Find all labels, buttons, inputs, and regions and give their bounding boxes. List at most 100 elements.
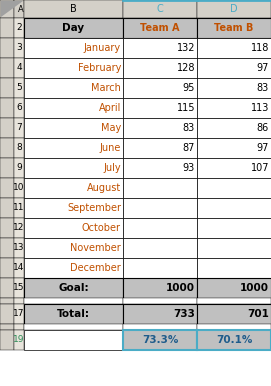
Bar — [0, 304, 14, 324]
Bar — [123, 330, 197, 350]
Bar — [24, 98, 123, 118]
Bar — [24, 258, 123, 278]
Text: 15: 15 — [13, 283, 25, 293]
Bar — [123, 298, 197, 304]
Text: 1000: 1000 — [240, 283, 269, 293]
Bar — [24, 298, 123, 304]
Bar — [14, 218, 24, 238]
Bar — [197, 278, 271, 298]
Text: May: May — [101, 123, 121, 133]
Bar — [0, 258, 14, 278]
Bar — [197, 198, 271, 218]
Bar — [14, 58, 24, 78]
Text: November: November — [70, 243, 121, 253]
Bar — [14, 98, 24, 118]
Bar — [123, 198, 197, 218]
Text: Team B: Team B — [214, 23, 254, 33]
Bar — [24, 0, 123, 18]
Text: 19: 19 — [13, 335, 25, 344]
Bar — [24, 78, 123, 98]
Text: 93: 93 — [183, 163, 195, 173]
Text: 97: 97 — [257, 143, 269, 153]
Bar — [14, 278, 24, 298]
Text: 73.3%: 73.3% — [142, 335, 178, 345]
Bar — [123, 98, 197, 118]
Bar — [197, 38, 271, 58]
Bar — [123, 178, 197, 198]
Bar — [24, 178, 123, 198]
Bar — [123, 258, 197, 278]
Text: 107: 107 — [250, 163, 269, 173]
Bar — [14, 118, 24, 138]
Bar — [14, 304, 24, 324]
Bar — [197, 18, 271, 38]
Text: February: February — [78, 63, 121, 73]
Bar — [0, 198, 14, 218]
Text: March: March — [91, 83, 121, 93]
Bar — [123, 218, 197, 238]
Bar — [24, 218, 123, 238]
Bar — [0, 278, 14, 298]
Text: 115: 115 — [176, 103, 195, 113]
Bar — [24, 118, 123, 138]
Bar — [123, 118, 197, 138]
Text: 7: 7 — [16, 124, 22, 132]
Bar — [0, 218, 14, 238]
Text: 2: 2 — [16, 24, 22, 32]
Bar — [197, 218, 271, 238]
Bar — [14, 238, 24, 258]
Bar — [197, 118, 271, 138]
Bar — [24, 238, 123, 258]
Bar — [123, 58, 197, 78]
Bar — [197, 238, 271, 258]
Bar — [0, 58, 14, 78]
Bar — [197, 0, 271, 18]
Bar — [123, 324, 197, 330]
Text: 17: 17 — [13, 310, 25, 318]
Bar — [0, 38, 14, 58]
Bar — [0, 330, 14, 350]
Bar — [123, 138, 197, 158]
Text: June: June — [100, 143, 121, 153]
Bar — [24, 58, 123, 78]
Text: December: December — [70, 263, 121, 273]
Text: September: September — [67, 203, 121, 213]
Bar — [123, 0, 197, 18]
Text: D: D — [230, 4, 238, 14]
Text: 83: 83 — [183, 123, 195, 133]
Text: July: July — [103, 163, 121, 173]
Bar — [24, 330, 123, 350]
Bar — [14, 178, 24, 198]
Bar — [24, 18, 123, 38]
Bar — [0, 178, 14, 198]
Text: 10: 10 — [13, 183, 25, 193]
Bar — [0, 238, 14, 258]
Text: 118: 118 — [251, 43, 269, 53]
Bar — [123, 38, 197, 58]
Text: 3: 3 — [16, 44, 22, 52]
Text: Goal:: Goal: — [58, 283, 89, 293]
Bar — [123, 18, 197, 38]
Bar — [24, 198, 123, 218]
Bar — [197, 98, 271, 118]
Bar — [0, 78, 14, 98]
Bar — [0, 18, 14, 38]
Bar — [197, 78, 271, 98]
Bar — [14, 324, 24, 330]
Text: 6: 6 — [16, 103, 22, 112]
Text: 13: 13 — [13, 244, 25, 252]
Bar — [123, 238, 197, 258]
Bar — [24, 278, 123, 298]
Bar — [24, 138, 123, 158]
Bar — [123, 304, 197, 324]
Text: 86: 86 — [257, 123, 269, 133]
Bar — [197, 258, 271, 278]
Text: 97: 97 — [257, 63, 269, 73]
Bar — [14, 0, 24, 18]
Bar — [123, 78, 197, 98]
Bar — [197, 298, 271, 304]
Bar — [197, 304, 271, 324]
Text: 4: 4 — [16, 64, 22, 73]
Text: April: April — [99, 103, 121, 113]
Text: October: October — [82, 223, 121, 233]
